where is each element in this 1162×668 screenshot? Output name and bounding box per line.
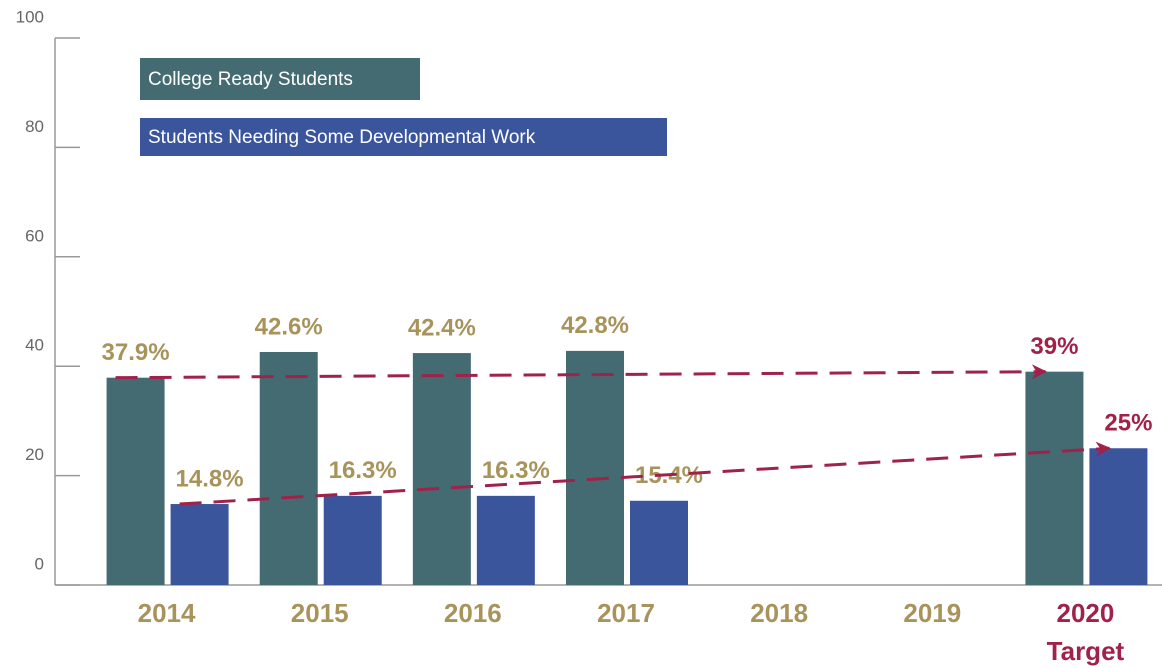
x-tick-label: 2019 <box>903 598 961 628</box>
bar <box>259 351 318 585</box>
legend-swatch <box>140 118 667 156</box>
trend-arrow <box>115 364 1047 380</box>
bar <box>476 495 535 585</box>
value-label: 42.6% <box>255 313 323 340</box>
value-label: 16.3% <box>329 457 397 484</box>
x-tick-label-line: 2020 <box>1057 598 1115 628</box>
x-tick-label: 2016 <box>444 598 502 628</box>
value-label: 25% <box>1104 410 1152 437</box>
x-tick-label: 2017 <box>597 598 655 628</box>
legend-label: College Ready Students <box>148 69 353 90</box>
y-tick-label: 0 <box>35 554 44 573</box>
x-tick-label: 2015 <box>291 598 349 628</box>
y-tick-label: 60 <box>25 226 44 245</box>
value-label: 42.8% <box>561 312 629 339</box>
y-tick-label: 40 <box>25 336 44 355</box>
legend-label: Students Needing Some Developmental Work <box>148 127 536 148</box>
value-label: 39% <box>1030 333 1078 360</box>
y-tick-label: 100 <box>16 7 44 26</box>
value-label: 16.3% <box>482 457 550 484</box>
y-tick-label: 20 <box>25 445 44 464</box>
trend-arrow <box>179 441 1111 506</box>
value-label: 14.8% <box>176 465 244 492</box>
bar <box>412 353 471 585</box>
x-tick-label-line: Target <box>1047 636 1125 666</box>
legend-swatch <box>140 58 420 100</box>
x-tick-label: 2014 <box>138 598 196 628</box>
value-label: 42.4% <box>408 314 476 341</box>
bar <box>106 377 165 585</box>
y-tick-label: 80 <box>25 117 44 136</box>
bar <box>566 350 624 585</box>
bar <box>1025 371 1084 585</box>
bar <box>170 504 229 585</box>
x-tick-label: 2020 Target <box>1047 598 1125 666</box>
x-tick-label: 2018 <box>750 598 808 628</box>
bar <box>1089 448 1148 585</box>
bar <box>630 500 688 585</box>
value-label: 37.9% <box>102 339 170 366</box>
bar <box>323 495 382 585</box>
